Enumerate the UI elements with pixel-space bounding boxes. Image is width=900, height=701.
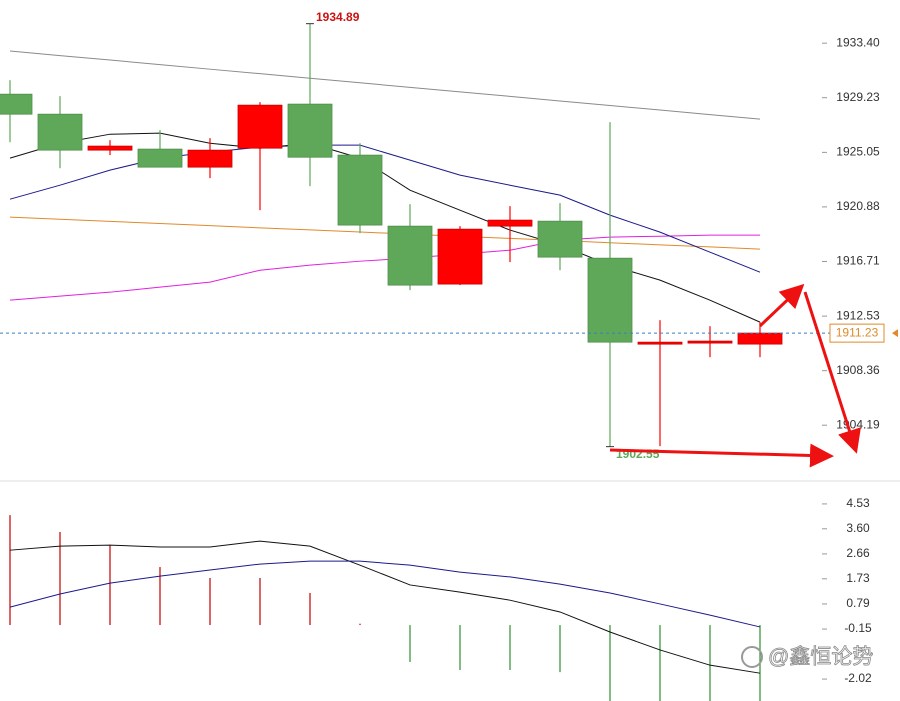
candle-body (87, 145, 133, 151)
high-label: 1934.89 (316, 10, 360, 24)
annotation-arrow (758, 283, 805, 328)
last-price-label: 1911.23 (836, 325, 879, 339)
candle-body (37, 113, 83, 151)
candle-body (437, 228, 483, 285)
indicator-line (9, 234, 760, 301)
indicator-line (9, 132, 761, 323)
annotation-arrow (803, 291, 861, 454)
indicator-line (9, 540, 761, 674)
candle-body (287, 103, 333, 158)
watermark-icon (741, 646, 763, 668)
candle-body (687, 340, 733, 344)
indicator-line (9, 144, 761, 273)
candle-body (337, 154, 383, 226)
indicator-line (9, 50, 761, 120)
candle-body (187, 149, 233, 168)
indicator-line (9, 560, 761, 628)
y-tick-label: 1.73 (846, 571, 870, 585)
y-tick-label: 1908.36 (836, 363, 880, 377)
last-price-pointer (892, 329, 898, 338)
y-tick-label: 3.60 (846, 521, 870, 535)
y-tick-label: 4.53 (846, 496, 870, 510)
y-tick-label: 1904.19 (836, 417, 880, 431)
candle-body (487, 219, 533, 227)
y-tick-label: 1929.23 (836, 90, 880, 104)
candle-body (637, 341, 683, 345)
indicator-line (9, 216, 761, 250)
y-tick-label: 1912.53 (836, 308, 880, 322)
candle-body (587, 257, 633, 343)
y-tick-label: -0.15 (844, 621, 872, 635)
y-tick-label: 0.79 (846, 596, 870, 610)
candle-body (0, 93, 33, 115)
y-tick-label: 1920.88 (836, 199, 880, 213)
candle-body (237, 104, 283, 149)
candle-body (387, 225, 433, 286)
candle-body (537, 220, 583, 258)
y-tick-label: 1933.40 (836, 35, 880, 49)
y-tick-label: -2.02 (844, 671, 872, 685)
watermark: @鑫恒论势 (768, 646, 873, 669)
y-tick-label: 2.66 (846, 546, 870, 560)
indicator-panel: 4.53 3.60 2.66 1.73 0.79 -0.15 -2.02 (9, 496, 872, 701)
annotation-arrow (609, 443, 834, 468)
candle-body (137, 148, 183, 168)
price-panel: 1933.40 1929.23 1925.05 1920.88 1916.71 1912.… (0, 10, 898, 461)
last-price-box (829, 323, 885, 343)
y-tick-label: 1925.05 (836, 145, 880, 159)
candle-body (737, 332, 783, 345)
y-tick-label: 1916.71 (836, 254, 880, 268)
